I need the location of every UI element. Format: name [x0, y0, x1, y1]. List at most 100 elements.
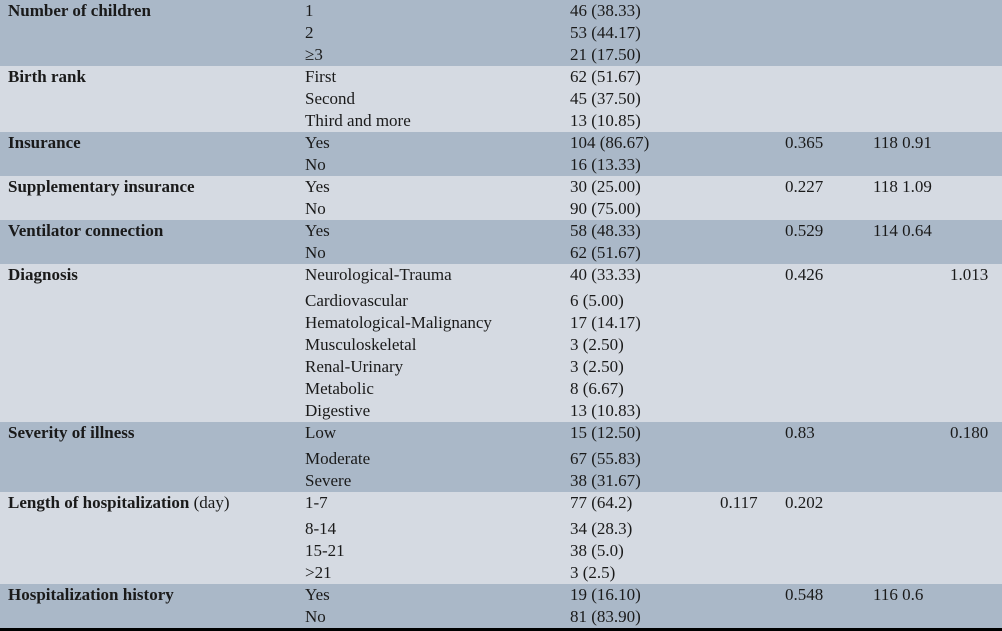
n-percent-line: 3 (2.5)	[570, 563, 616, 582]
variable-label: Supplementary insurance	[8, 177, 195, 196]
p-value-cell: 0.83	[785, 423, 815, 442]
n-percent-cell: 19 (16.10) 81 (83.90)	[570, 584, 720, 630]
df-stat-cell: 114 0.64	[873, 221, 932, 240]
p-value-cell: 0.548	[785, 585, 824, 604]
n-percent-line: 13 (10.85)	[570, 111, 641, 130]
stat-col-1-cell	[720, 132, 785, 176]
stat-col-1-cell	[720, 176, 785, 220]
n-percent-line: 30 (25.00)	[570, 177, 641, 196]
n-percent-cell: 15 (12.50) 67 (55.83) 38 (31.67)	[570, 422, 720, 492]
category-line: Third and more	[305, 111, 411, 130]
n-percent-line: 77 (64.2)	[570, 493, 633, 512]
category-cell: Yes No	[305, 176, 570, 220]
category-cell: 1 2 ≥3	[305, 0, 570, 66]
extra-stat-cell	[950, 66, 1002, 132]
variable-label: Hospitalization history	[8, 585, 174, 604]
extra-stat-cell: 0.180	[950, 423, 989, 442]
category-cell: Yes No	[305, 220, 570, 264]
variable-label-suffix: (day)	[189, 493, 230, 512]
table-row-group: Birth rank First Second Third and more 6…	[0, 66, 1002, 132]
variable-label: Diagnosis	[8, 265, 78, 284]
category-line: Yes	[305, 221, 330, 240]
n-percent-line: 16 (13.33)	[570, 155, 641, 174]
category-line: Metabolic	[305, 379, 374, 398]
variable-label: Severity of illness	[8, 423, 135, 442]
category-line: Musculoskeletal	[305, 335, 417, 354]
df-stat-cell	[873, 66, 950, 132]
n-percent-cell: 62 (51.67) 45 (37.50) 13 (10.85)	[570, 66, 720, 132]
category-line: No	[305, 155, 326, 174]
table-row-group: Diagnosis Neurological-Trauma Cardiovasc…	[0, 264, 1002, 422]
n-percent-line: 62 (51.67)	[570, 243, 641, 262]
extra-stat-cell	[950, 176, 1002, 220]
stat-col-1-cell: 0.117	[720, 493, 758, 512]
variable-label: Birth rank	[8, 67, 86, 86]
category-line: >21	[305, 563, 332, 582]
p-value-cell	[785, 0, 873, 66]
category-line: Second	[305, 89, 356, 108]
stat-col-1-cell	[720, 422, 785, 492]
category-line: Neurological-Trauma	[305, 265, 452, 284]
category-line: Digestive	[305, 401, 371, 420]
n-percent-line: 21 (17.50)	[570, 45, 641, 64]
table-row-group: Number of children 1 2 ≥3 46 (38.33) 53 …	[0, 0, 1002, 66]
p-value-cell: 0.426	[785, 265, 824, 284]
stat-col-1-cell	[720, 0, 785, 66]
category-line: 15-21	[305, 541, 345, 560]
variable-label: Length of hospitalization	[8, 493, 190, 512]
extra-stat-cell: 1.013	[950, 265, 989, 284]
n-percent-line: 38 (5.0)	[570, 541, 624, 560]
n-percent-line: 67 (55.83)	[570, 449, 641, 468]
category-cell: Low Moderate Severe	[305, 422, 570, 492]
p-value-cell: 0.227	[785, 177, 824, 196]
variable-label: Number of children	[8, 1, 151, 20]
category-line: No	[305, 607, 326, 626]
n-percent-line: 6 (5.00)	[570, 291, 624, 310]
category-line: 1-7	[305, 493, 328, 512]
category-line: Severe	[305, 471, 352, 490]
n-percent-cell: 58 (48.33) 62 (51.67)	[570, 220, 720, 264]
n-percent-line: 40 (33.33)	[570, 265, 641, 284]
n-percent-line: 3 (2.50)	[570, 357, 624, 376]
stat-col-1-cell	[720, 264, 785, 422]
df-stat-cell: 116 0.6	[873, 585, 924, 604]
category-cell: First Second Third and more	[305, 66, 570, 132]
extra-stat-cell	[950, 584, 1002, 630]
n-percent-line: 15 (12.50)	[570, 423, 641, 442]
n-percent-cell: 30 (25.00) 90 (75.00)	[570, 176, 720, 220]
extra-stat-cell	[950, 220, 1002, 264]
category-line: Low	[305, 423, 337, 442]
p-value-cell: 0.365	[785, 133, 824, 152]
extra-stat-cell	[950, 132, 1002, 176]
n-percent-line: 104 (86.67)	[570, 133, 650, 152]
stat-col-1-cell	[720, 584, 785, 630]
n-percent-line: 45 (37.50)	[570, 89, 641, 108]
category-cell: Yes No	[305, 584, 570, 630]
table-row-group: Length of hospitalization (day) 1-7 8-14…	[0, 492, 1002, 584]
category-line: Renal-Urinary	[305, 357, 404, 376]
stat-col-1-cell	[720, 220, 785, 264]
extra-stat-cell	[950, 492, 1002, 584]
category-line: ≥3	[305, 45, 323, 64]
variable-label: Ventilator connection	[8, 221, 164, 240]
n-percent-line: 19 (16.10)	[570, 585, 641, 604]
df-stat-cell	[873, 422, 950, 492]
n-percent-cell: 104 (86.67) 16 (13.33)	[570, 132, 720, 176]
category-line: No	[305, 243, 326, 262]
n-percent-line: 46 (38.33)	[570, 1, 641, 20]
n-percent-cell: 77 (64.2) 34 (28.3) 38 (5.0) 3 (2.5)	[570, 492, 720, 584]
stat-col-1-cell	[720, 66, 785, 132]
table-row-group: Severity of illness Low Moderate Severe …	[0, 422, 1002, 492]
extra-stat-cell	[950, 0, 1002, 66]
category-cell: Yes No	[305, 132, 570, 176]
n-percent-line: 3 (2.50)	[570, 335, 624, 354]
n-percent-line: 34 (28.3)	[570, 519, 633, 538]
category-line: Yes	[305, 585, 330, 604]
table-row-group: Hospitalization history Yes No 19 (16.10…	[0, 584, 1002, 630]
category-cell: Neurological-Trauma Cardiovascular Hemat…	[305, 264, 570, 422]
category-line: Cardiovascular	[305, 291, 408, 310]
df-stat-cell	[873, 492, 950, 584]
n-percent-line: 58 (48.33)	[570, 221, 641, 240]
n-percent-line: 17 (14.17)	[570, 313, 641, 332]
